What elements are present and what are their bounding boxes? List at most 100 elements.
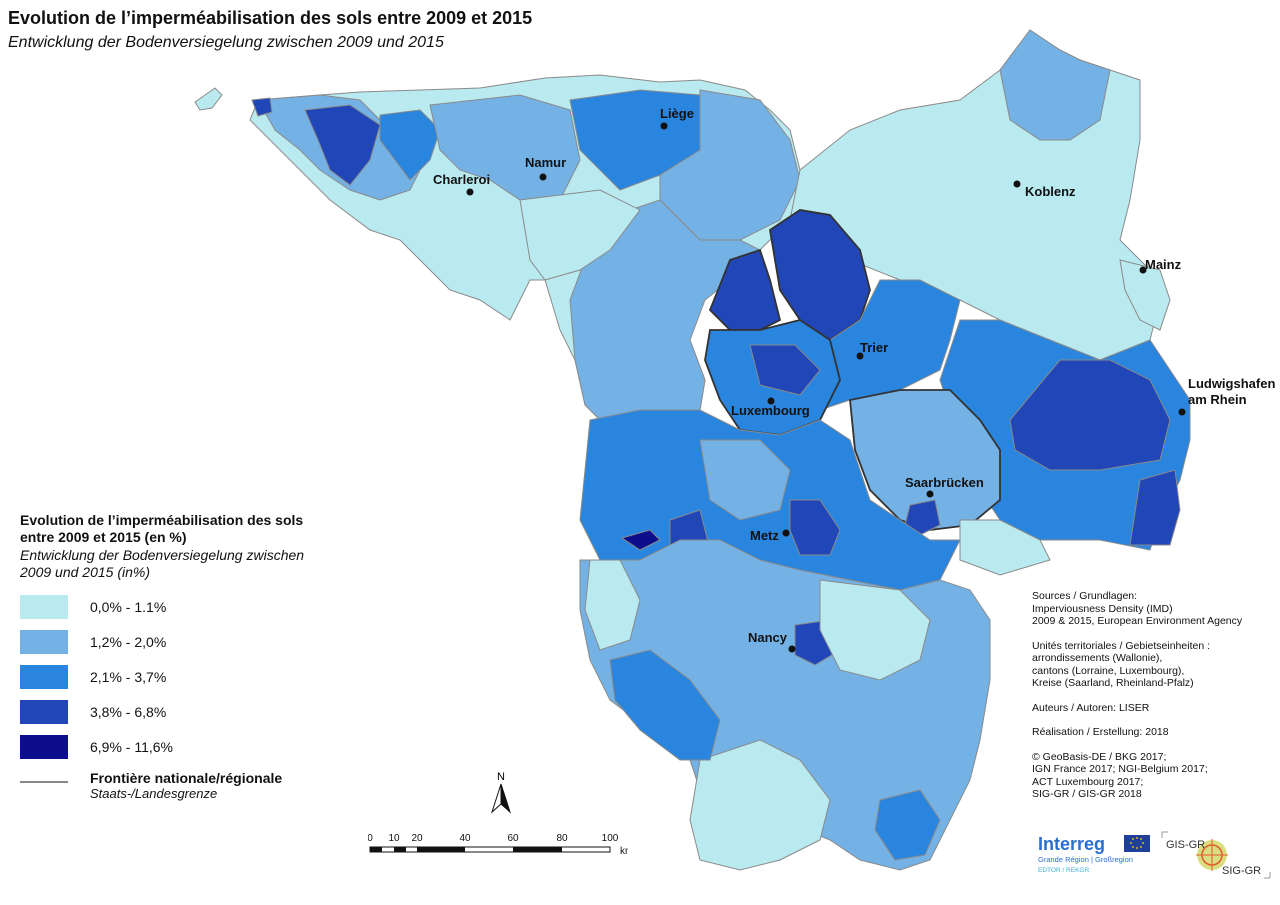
region-lorraine-mid xyxy=(609,649,721,761)
city-label-charleroi: Charleroi xyxy=(433,172,490,187)
region-pfalz-core xyxy=(1009,359,1171,471)
scale-tick: 60 xyxy=(507,833,519,844)
city-label-metz: Metz xyxy=(750,528,779,543)
region-mons xyxy=(304,104,381,186)
region-luxembourg-center xyxy=(749,344,821,396)
region-metz xyxy=(789,499,841,556)
border-label: Frontière nationale/régionale xyxy=(90,770,283,786)
border-line-symbol xyxy=(20,781,68,783)
border-sublabel: Staats-/Landesgrenze xyxy=(90,786,218,801)
region-dark-spot xyxy=(620,529,661,551)
city-label-luxembourg: Luxembourg xyxy=(731,403,810,418)
region-saarland xyxy=(849,389,1001,531)
legend-label: 6,9% - 11,6% xyxy=(90,739,174,755)
city-dot-charleroi xyxy=(466,188,474,196)
legend-item: 6,9% - 11,6% xyxy=(20,735,320,759)
sources-line: SIG-GR / GIS-GR 2018 xyxy=(1032,788,1142,800)
region-bitburg xyxy=(769,209,871,342)
legend-subtitle: Entwicklung der Bodenversiegelung zwisch… xyxy=(20,547,305,580)
city-dot-saarbrucken xyxy=(926,490,934,498)
city-markers: Liège Namur Charleroi Koblenz Mainz Trie… xyxy=(433,106,1275,653)
legend-label: 1,2% - 2,0% xyxy=(90,634,167,650)
city-dot-trier xyxy=(856,352,864,360)
sources-line: ACT Luxembourg 2017; xyxy=(1032,775,1144,788)
region-small-west xyxy=(251,97,273,117)
region-mainz-area xyxy=(1119,259,1171,331)
region-luxembourg-be xyxy=(569,199,761,421)
interreg-logo-sub2: EDTOR / REKGR xyxy=(1038,867,1089,874)
scale-tick: 10 xyxy=(388,833,400,844)
sources-line: cantons (Lorraine, Luxembourg), xyxy=(1032,664,1185,677)
legend-title: Evolution de l’imperméabilisation des so… xyxy=(20,512,304,545)
north-arrow-icon: N xyxy=(490,771,512,814)
region-metz-area xyxy=(699,439,791,521)
scale-tick: 0 xyxy=(368,833,373,844)
region-epinal xyxy=(874,789,941,861)
legend-item: 0,0% - 1.1% xyxy=(20,595,320,619)
interreg-logo: Interreg Grande Région | Großregion EDTO… xyxy=(1038,834,1150,874)
city-label-mainz: Mainz xyxy=(1145,257,1182,272)
legend-swatch xyxy=(20,595,68,619)
sources-block: Sources / Grundlagen: Imperviousness Den… xyxy=(1032,590,1277,813)
sources-line: Sources / Grundlagen: xyxy=(1032,590,1138,602)
sources-line: arrondissements (Wallonie), xyxy=(1032,652,1163,664)
city-dot-luxembourg xyxy=(767,397,775,405)
interreg-logo-text: Interreg xyxy=(1038,834,1105,854)
border-text: Frontière nationale/régionale Staats-/La… xyxy=(90,770,282,801)
legend-border-row: Frontière nationale/régionale Staats-/La… xyxy=(20,770,320,801)
legend-item: 2,1% - 3,7% xyxy=(20,665,320,689)
gis-logo-bottom: SIG-GR xyxy=(1222,865,1261,877)
sources-line: Auteurs / Autoren: LISER xyxy=(1032,701,1150,714)
legend-item: 3,8% - 6,8% xyxy=(20,700,320,724)
region-southwest xyxy=(584,559,641,651)
city-dot-metz xyxy=(782,529,790,537)
scale-tick: 80 xyxy=(556,833,568,844)
city-label-liege: Liège xyxy=(660,106,694,121)
north-label: N xyxy=(497,771,505,783)
sources-line: Unités territoriales / Gebietseinheiten … xyxy=(1032,639,1211,652)
city-label-ludwigshafen-2: am Rhein xyxy=(1188,392,1247,407)
region-koblenz-east xyxy=(999,29,1111,141)
city-dot-namur xyxy=(539,173,547,181)
city-label-trier: Trier xyxy=(860,340,888,355)
gis-gr-logo: GIS-GR SIG-GR xyxy=(1161,831,1271,879)
map-subtitle: Entwicklung der Bodenversiegelung zwisch… xyxy=(8,34,444,51)
region-lorraine-light-2 xyxy=(689,739,831,871)
interreg-logo-sub: Grande Région | Großregion xyxy=(1038,855,1133,864)
city-dot-liege xyxy=(660,122,668,130)
sources-line: © GeoBasis-DE / BKG 2017; xyxy=(1032,750,1167,763)
region-pfalz-south xyxy=(1129,469,1181,546)
city-dot-koblenz xyxy=(1013,180,1021,188)
scale-tick: 40 xyxy=(459,833,471,844)
sources-line: Réalisation / Erstellung: 2018 xyxy=(1032,726,1169,738)
region-lorraine-light-1 xyxy=(819,579,931,681)
scale-tick: 100 xyxy=(602,833,619,844)
legend: Evolution de l’imperméabilisation des so… xyxy=(20,512,320,801)
region-saar-south xyxy=(959,519,1051,576)
legend-label: 0,0% - 1.1% xyxy=(90,599,167,615)
city-dot-mainz xyxy=(1139,266,1147,274)
legend-swatch xyxy=(20,665,68,689)
region-luxembourg-north xyxy=(708,248,782,331)
city-label-saarbrucken: Saarbrücken xyxy=(905,475,984,490)
sources-line: 2009 & 2015, European Environment Agency xyxy=(1032,615,1243,627)
region-saarbrucken xyxy=(904,499,941,536)
scale-bar: 0 10 20 40 60 80 100 km xyxy=(368,833,628,857)
city-label-nancy: Nancy xyxy=(748,630,788,645)
legend-item: 1,2% - 2,0% xyxy=(20,630,320,654)
scale-unit: km xyxy=(620,846,628,857)
city-label-koblenz: Koblenz xyxy=(1025,184,1076,199)
region-island xyxy=(194,87,223,111)
legend-swatch xyxy=(20,700,68,724)
sources-line: Imperviousness Density (IMD) xyxy=(1032,602,1173,615)
legend-swatch xyxy=(20,630,68,654)
sources-line: Kreise (Saarland, Rheinland-Pfalz) xyxy=(1032,677,1194,689)
region-dinant xyxy=(519,189,641,281)
scale-tick: 20 xyxy=(411,833,423,844)
city-label-namur: Namur xyxy=(525,155,566,170)
gis-logo-top: GIS-GR xyxy=(1166,839,1205,851)
sources-line: IGN France 2017; NGI-Belgium 2017; xyxy=(1032,763,1208,775)
map-title: Evolution de l’imperméabilisation des so… xyxy=(8,8,533,28)
legend-swatch xyxy=(20,735,68,759)
